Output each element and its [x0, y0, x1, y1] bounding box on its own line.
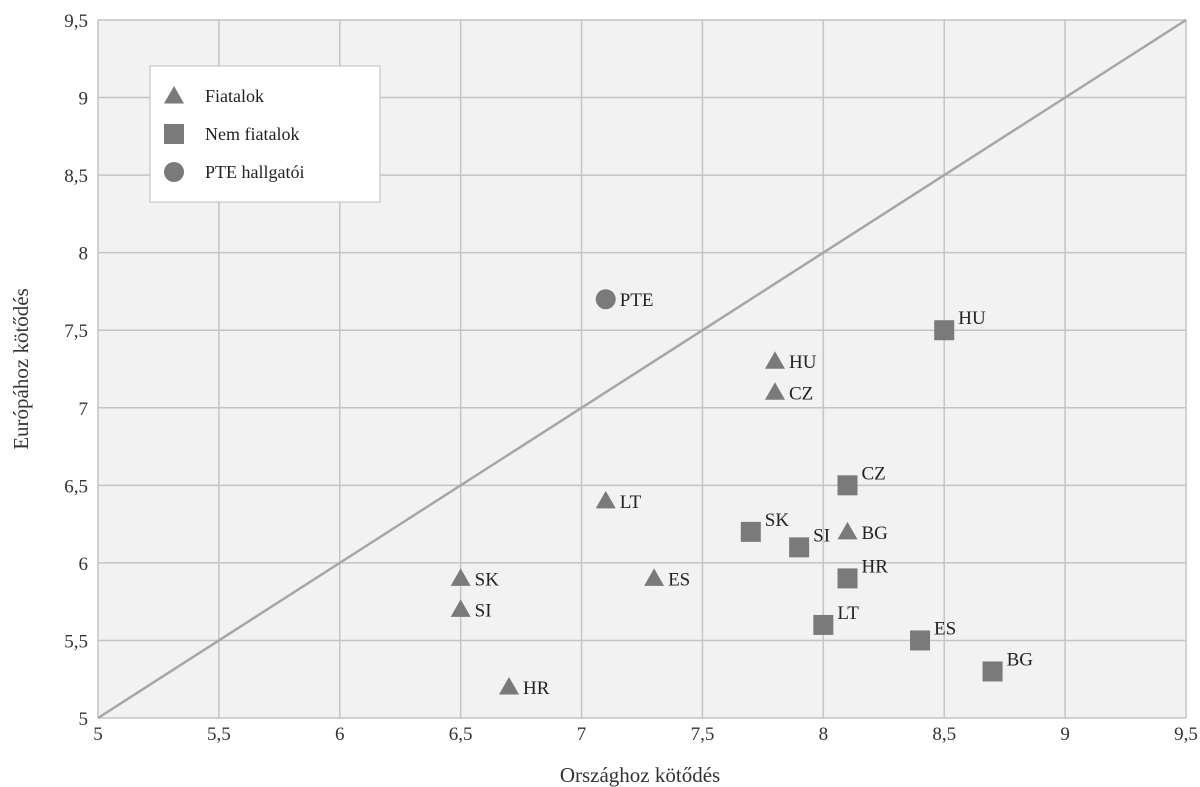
x-tick-label: 9,5: [1174, 724, 1198, 745]
square-marker: [934, 320, 955, 341]
legend-box: [149, 65, 381, 203]
triangle-marker: [450, 568, 471, 586]
triangle-marker: [450, 599, 471, 617]
x-tick-label: 5: [93, 724, 103, 745]
y-tick-label: 7: [79, 399, 89, 420]
square-marker: [740, 521, 761, 542]
point-label: CZ: [789, 383, 813, 404]
y-tick-label: 7,5: [64, 321, 88, 342]
square-marker: [982, 661, 1003, 682]
x-tick-label: 8,5: [932, 724, 956, 745]
triangle-marker: [764, 382, 785, 400]
triangle-marker: [164, 86, 184, 104]
legend-entry: PTE hallgatói: [205, 162, 304, 182]
triangle-marker: [644, 568, 665, 586]
triangle-marker: [764, 351, 785, 369]
point-label: SK: [475, 569, 500, 590]
legend-entry: Nem fiatalok: [205, 124, 299, 144]
y-tick-label: 5,5: [64, 631, 88, 652]
circle-marker: [595, 289, 616, 310]
point-label: PTE: [620, 290, 654, 311]
point-label: HR: [862, 556, 889, 577]
x-tick-label: 7: [577, 724, 587, 745]
square-marker: [789, 537, 810, 558]
reference-line: [97, 18, 1187, 720]
point-label: HU: [789, 352, 817, 373]
point-label: LT: [837, 603, 859, 624]
square-marker: [910, 630, 931, 651]
square-marker: [837, 568, 858, 589]
y-tick-label: 8: [79, 244, 89, 265]
legend: Fiatalok Nem fiatalok PTE hallgatói: [149, 65, 381, 203]
y-tick-labels: 5 5,5 6 6,5 7 7,5 8 8,5 9 9,5: [64, 11, 88, 730]
point-label: SK: [765, 510, 790, 531]
x-tick-label: 6,5: [449, 724, 473, 745]
triangle-marker: [837, 521, 858, 540]
point-label: SI: [475, 600, 492, 621]
y-tick-label: 9: [79, 89, 89, 110]
x-tick-label: 9: [1060, 724, 1070, 745]
point-label: CZ: [862, 463, 886, 484]
legend-entry: Fiatalok: [205, 86, 264, 106]
triangle-marker: [499, 676, 520, 695]
point-label: HR: [523, 678, 550, 699]
x-tick-label: 7,5: [691, 724, 715, 745]
point-label: LT: [620, 492, 642, 513]
square-marker: [813, 614, 834, 635]
square-marker: [164, 124, 184, 144]
point-label: SI: [813, 525, 830, 546]
y-tick-label: 5: [79, 709, 89, 730]
x-tick-labels: 5 5,5 6 6,5 7 7,5 8 8,5 9 9,5: [93, 724, 1198, 745]
triangle-marker: [595, 490, 616, 509]
reference-line-group: [97, 18, 1187, 720]
y-axis-label: Európához kötődés: [9, 288, 33, 450]
y-tick-label: 8,5: [64, 166, 88, 187]
y-tick-label: 9,5: [64, 11, 88, 32]
point-label: ES: [934, 618, 956, 639]
point-label: BG: [862, 523, 889, 544]
y-tick-label: 6: [79, 554, 89, 575]
data-points: HU CZ LT BG SK ES SI HR HU CZ SK SI HR LT ES BG PTE: [450, 289, 1034, 699]
point-label: ES: [668, 569, 690, 590]
x-tick-label: 6: [335, 724, 345, 745]
x-axis-label: Országhoz kötődés: [560, 763, 720, 787]
point-label: BG: [1007, 649, 1034, 670]
x-tick-label: 5,5: [207, 724, 231, 745]
square-marker: [837, 475, 858, 496]
point-label: HU: [958, 308, 986, 329]
circle-marker: [164, 162, 184, 182]
y-tick-label: 6,5: [64, 476, 88, 497]
x-tick-label: 8: [819, 724, 829, 745]
